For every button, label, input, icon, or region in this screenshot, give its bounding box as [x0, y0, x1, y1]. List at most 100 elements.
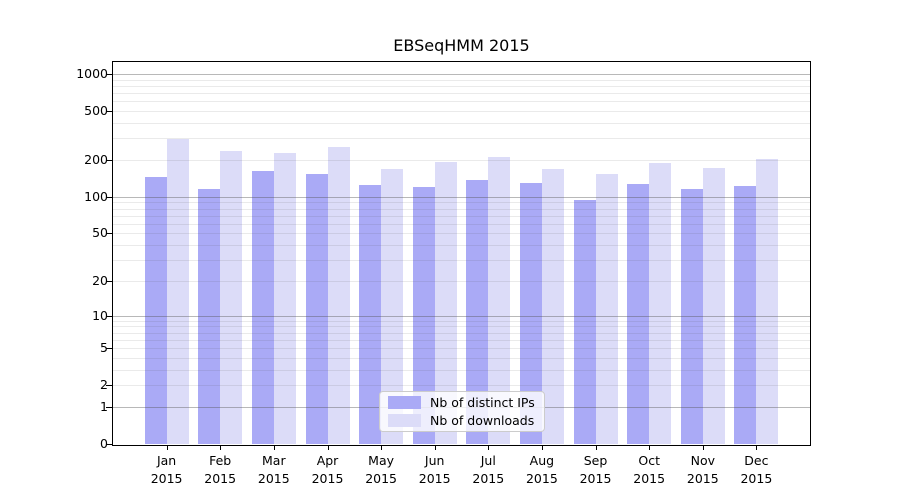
x-tick-label: Feb 2015: [204, 453, 237, 486]
minor-gridline: [113, 245, 810, 247]
minor-gridline: [113, 123, 810, 124]
minor-gridline: [113, 233, 810, 235]
minor-gridline: [113, 385, 810, 387]
y-tick-mark: [106, 280, 112, 282]
y-tick-label: 200: [84, 152, 108, 167]
y-tick-mark: [106, 74, 112, 75]
legend-item-distinct-ips: Nb of distinct IPs: [380, 395, 544, 410]
legend-label-distinct-ips: Nb of distinct IPs: [430, 395, 535, 410]
legend: Nb of distinct IPs Nb of downloads: [379, 391, 545, 432]
minor-gridline: [113, 280, 810, 282]
bar-distinct-ips-aug: [519, 182, 542, 444]
x-tick-label: Aug 2015: [525, 453, 558, 486]
x-tick-mark: [488, 445, 490, 450]
y-tick-label: 500: [84, 103, 108, 119]
major-gridline: [113, 196, 810, 198]
minor-gridline: [113, 223, 810, 225]
minor-gridline: [113, 138, 810, 140]
x-tick-mark: [273, 445, 275, 450]
bar-downloads-jul: [488, 156, 511, 444]
minor-gridline: [113, 202, 810, 204]
bar-downloads-mar: [273, 152, 296, 444]
x-tick-label: May 2015: [365, 453, 397, 486]
bar-downloads-sep: [595, 174, 618, 444]
minor-gridline: [113, 357, 810, 359]
y-tick-mark: [106, 406, 112, 408]
y-tick-label: 5: [100, 340, 108, 355]
bar-distinct-ips-apr: [305, 173, 328, 444]
minor-gridline: [113, 348, 810, 349]
y-tick-mark: [106, 160, 112, 161]
x-tick-label: Jun 2015: [418, 453, 451, 486]
x-tick-mark: [381, 445, 383, 450]
major-gridline: [113, 74, 810, 75]
minor-gridline: [113, 93, 810, 95]
legend-swatch-downloads-icon: [388, 414, 421, 427]
x-tick-mark: [166, 445, 168, 450]
minor-gridline: [113, 215, 810, 217]
minor-gridline: [113, 320, 810, 322]
x-tick-label: Apr 2015: [311, 453, 344, 486]
y-tick-mark: [106, 385, 112, 387]
minor-gridline: [113, 160, 810, 161]
y-tick-mark: [106, 348, 112, 349]
bar-distinct-ips-sep: [573, 200, 596, 444]
x-tick-mark: [541, 445, 543, 450]
y-tick-label: 1000: [76, 66, 108, 81]
x-tick-mark: [649, 445, 651, 450]
bar-downloads-apr: [327, 146, 350, 444]
minor-gridline: [113, 369, 810, 371]
bar-distinct-ips-may: [359, 185, 382, 444]
x-tick-mark: [756, 445, 758, 450]
minor-gridline: [113, 339, 810, 341]
bar-distinct-ips-jan: [144, 176, 167, 444]
y-tick-label: 0: [100, 436, 108, 451]
legend-swatch-distinct-ips-icon: [388, 396, 421, 409]
legend-label-downloads: Nb of downloads: [430, 413, 535, 428]
minor-gridline: [113, 332, 810, 334]
bar-downloads-dec: [756, 159, 779, 444]
minor-gridline: [113, 260, 810, 262]
y-tick-label: 50: [92, 225, 108, 241]
y-tick-label: 2: [100, 377, 108, 393]
bar-downloads-jun: [434, 162, 457, 444]
x-tick-label: Sep 2015: [579, 453, 612, 486]
y-tick-label: 100: [84, 188, 108, 204]
major-gridline: [113, 315, 810, 317]
minor-gridline: [113, 326, 810, 328]
x-tick-mark: [702, 445, 704, 450]
x-tick-mark: [327, 445, 329, 450]
y-tick-label: 10: [92, 307, 108, 323]
chart-title: EBSeqHMM 2015: [393, 36, 530, 55]
x-tick-label: Mar 2015: [257, 453, 290, 486]
minor-gridline: [113, 208, 810, 210]
bar-downloads-may: [381, 169, 404, 444]
minor-gridline: [113, 79, 810, 81]
x-tick-label: Dec 2015: [740, 453, 773, 486]
bar-distinct-ips-feb: [198, 189, 221, 444]
y-tick-mark: [106, 233, 112, 235]
minor-gridline: [113, 85, 810, 87]
bar-distinct-ips-dec: [734, 185, 757, 444]
bar-distinct-ips-mar: [251, 170, 274, 444]
bar-downloads-aug: [541, 169, 564, 444]
y-tick-label: 1: [100, 398, 108, 414]
minor-gridline: [113, 101, 810, 103]
bar-distinct-ips-nov: [680, 189, 703, 444]
bar-downloads-nov: [702, 168, 725, 444]
bar-downloads-jan: [166, 138, 189, 444]
x-tick-mark: [595, 445, 597, 450]
minor-gridline: [113, 111, 810, 113]
x-tick-mark: [434, 445, 436, 450]
x-tick-label: Jul 2015: [472, 453, 505, 486]
y-tick-mark: [106, 444, 112, 445]
y-tick-mark: [106, 315, 112, 317]
bar-distinct-ips-jun: [412, 186, 435, 444]
bar-distinct-ips-oct: [627, 184, 650, 444]
x-tick-label: Jan 2015: [150, 453, 183, 486]
x-tick-label: Oct 2015: [633, 453, 666, 486]
bar-distinct-ips-jul: [466, 180, 489, 444]
bar-downloads-feb: [220, 151, 243, 444]
y-tick-mark: [106, 111, 112, 113]
